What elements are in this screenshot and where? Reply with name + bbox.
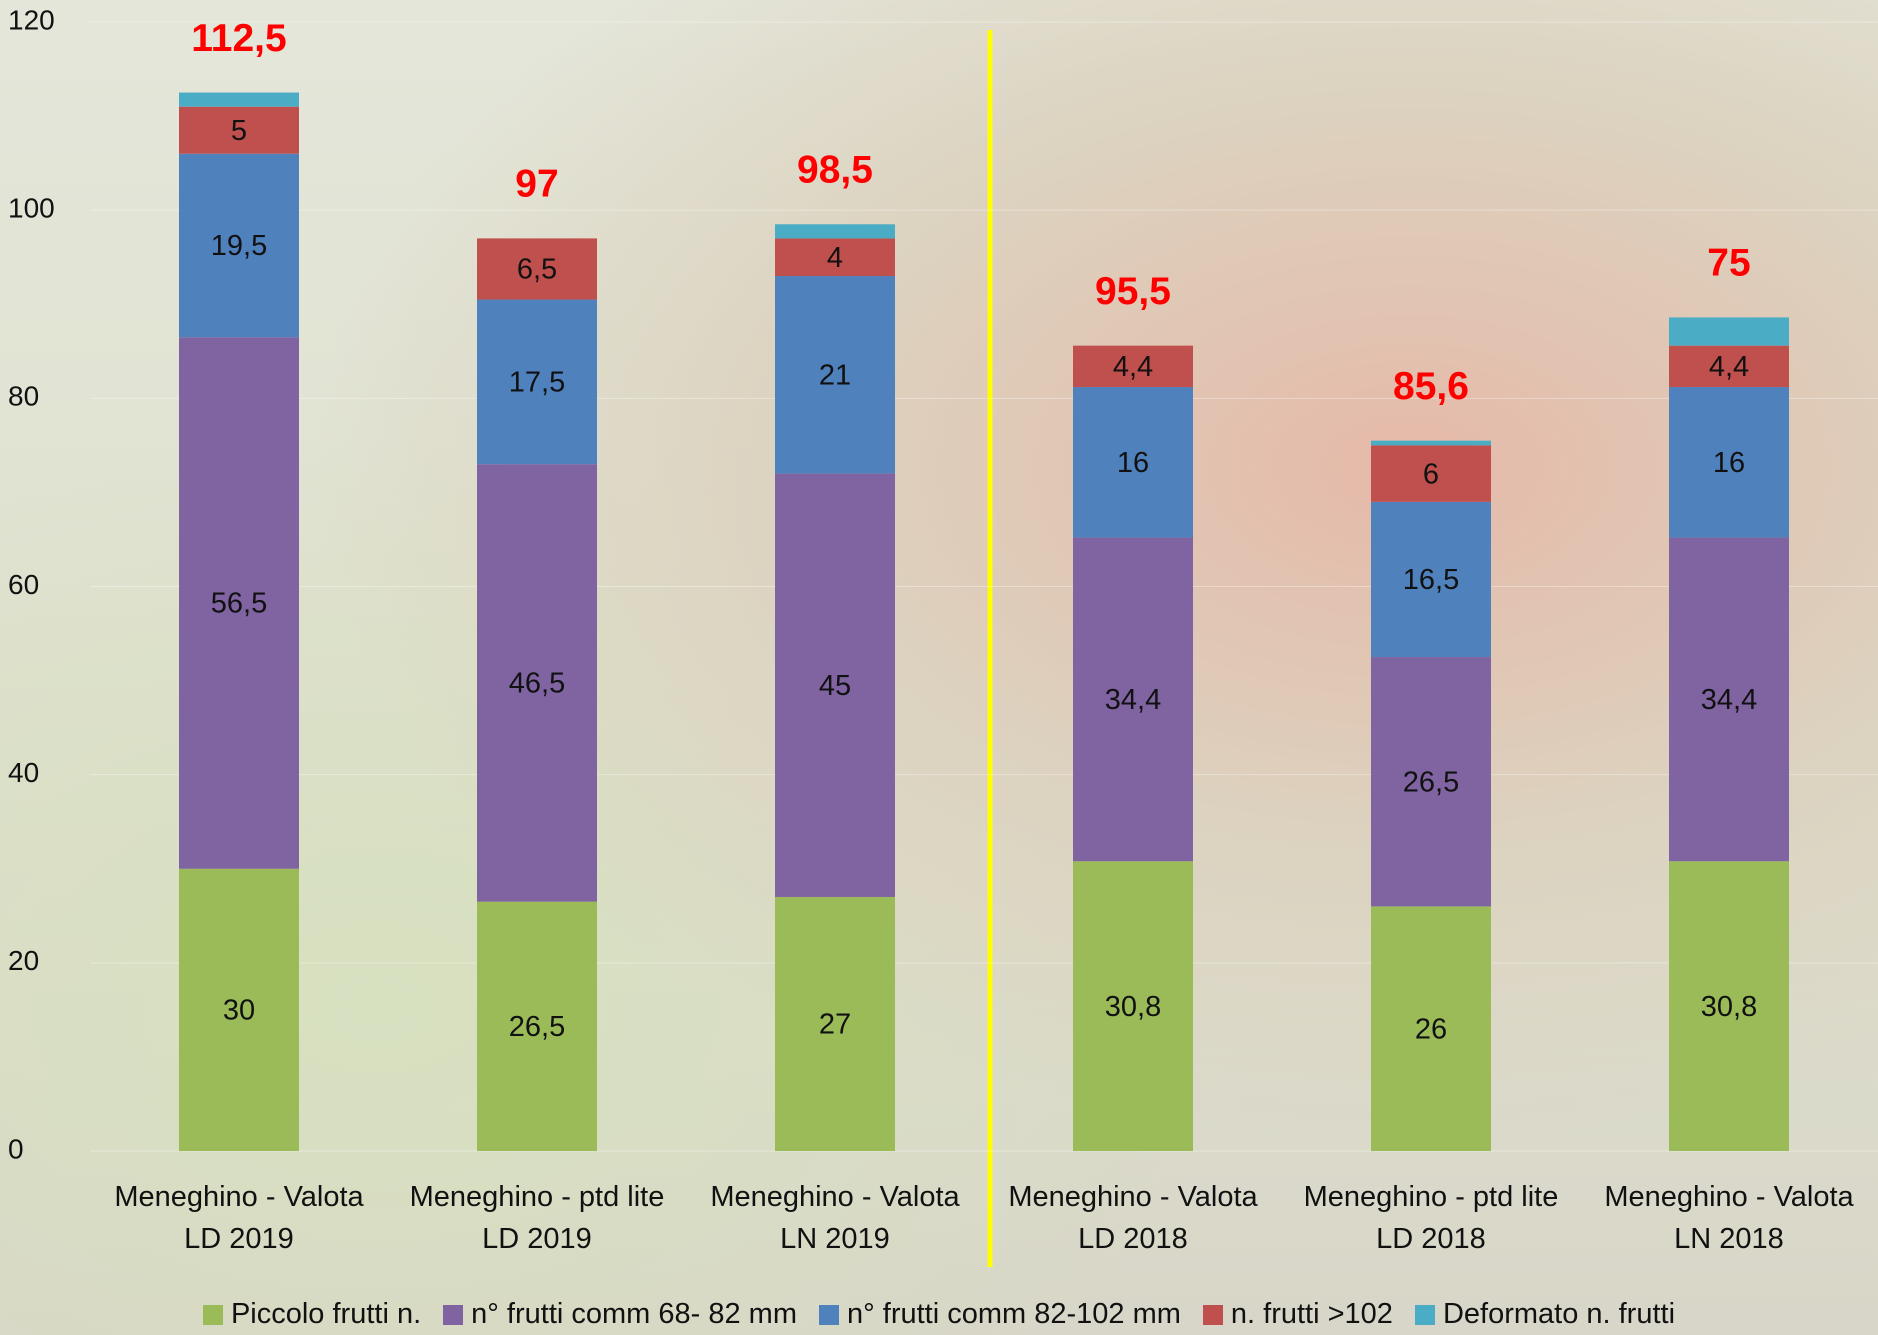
- segment-label: 30,8: [1105, 991, 1161, 1023]
- legend-item: n. frutti >102: [1202, 1298, 1393, 1331]
- segment-label: 34,4: [1701, 684, 1757, 716]
- legend: Piccolo frutti n. n° frutti comm 68- 82 m…: [0, 1298, 1878, 1331]
- y-tick-label: 40: [8, 757, 39, 788]
- bar-segment: [477, 901, 597, 1151]
- segment-label: 30: [223, 995, 255, 1027]
- legend-swatch: [1414, 1304, 1435, 1325]
- bar-segment: [1371, 440, 1491, 446]
- y-tick-label: 80: [8, 381, 39, 412]
- legend-item: n° frutti comm 68- 82 mm: [443, 1298, 797, 1331]
- bar-segment: [179, 868, 299, 1151]
- segment-label: 6: [1423, 458, 1439, 490]
- bar-segment: [775, 473, 895, 897]
- segment-label: 16: [1713, 447, 1745, 479]
- bar-segment: [775, 224, 895, 239]
- segment-label: 16,5: [1403, 564, 1459, 596]
- bar-segment: [179, 337, 299, 869]
- segment-label: 21: [819, 359, 851, 391]
- total-label: 98,5: [797, 149, 873, 192]
- total-label: 75: [1707, 242, 1750, 285]
- x-tick-label: Meneghino - ptd lite LD 2018: [1303, 1181, 1559, 1255]
- bar-segment: [775, 276, 895, 474]
- segment-label: 19,5: [211, 230, 267, 262]
- bar-segment: [1371, 445, 1491, 502]
- y-tick-label: 100: [8, 193, 55, 224]
- bar-segment: [775, 238, 895, 277]
- legend-swatch: [202, 1304, 223, 1325]
- segment-label: 17,5: [509, 367, 565, 399]
- total-label: 85,6: [1393, 365, 1469, 408]
- total-label: 95,5: [1095, 270, 1171, 313]
- bar-segment: [1073, 537, 1193, 862]
- x-tick-label: Meneghino - Valota LD 2019: [114, 1181, 364, 1255]
- bar-segment: [1371, 501, 1491, 658]
- legend-label: Piccolo frutti n.: [230, 1298, 422, 1330]
- segment-label: 46,5: [509, 668, 565, 700]
- segment-label: 4,4: [1113, 351, 1153, 383]
- legend-item: n° frutti comm 82-102 mm: [818, 1298, 1181, 1331]
- bar-segment: [1669, 387, 1789, 538]
- legend-label: n. frutti >102: [1230, 1298, 1393, 1330]
- segment-label: 26: [1415, 1013, 1447, 1045]
- bar-segment: [775, 896, 895, 1151]
- y-tick-label: 120: [8, 4, 55, 35]
- bar-segment: [179, 153, 299, 338]
- segment-label: 5: [231, 115, 247, 147]
- segment-label: 4,4: [1709, 351, 1749, 383]
- bar-segment: [1669, 317, 1789, 346]
- bar-segment: [179, 92, 299, 107]
- bar-segment: [179, 106, 299, 154]
- legend-item: Piccolo frutti n.: [202, 1298, 422, 1331]
- legend-label: Deformato n. frutti: [1442, 1298, 1676, 1330]
- x-tick-label: Meneghino - Valota LD 2018: [1008, 1181, 1258, 1255]
- bar-segment: [1669, 861, 1789, 1151]
- x-tick-label: Meneghino - Valota LN 2019: [710, 1181, 960, 1255]
- legend-swatch: [443, 1304, 464, 1325]
- bar-segment: [1669, 345, 1789, 388]
- x-tick-label: Meneghino - Valota LN 2018: [1604, 1181, 1854, 1255]
- segment-label: 56,5: [211, 588, 267, 620]
- legend-label: n° frutti comm 68- 82 mm: [471, 1298, 797, 1330]
- bar-segment: [1371, 906, 1491, 1151]
- legend-swatch: [1202, 1304, 1223, 1325]
- bar-segment: [477, 464, 597, 902]
- segment-label: 16: [1117, 447, 1149, 479]
- segment-label: 45: [819, 670, 851, 702]
- segment-label: 26,5: [1403, 766, 1459, 798]
- segment-label: 34,4: [1105, 684, 1161, 716]
- segment-label: 30,8: [1701, 991, 1757, 1023]
- total-label: 97: [515, 163, 558, 206]
- legend-swatch: [818, 1304, 839, 1325]
- bar-segment: [1073, 387, 1193, 538]
- y-tick-label: 20: [8, 945, 39, 976]
- segment-label: 4: [827, 242, 843, 274]
- total-label: 112,5: [191, 17, 286, 60]
- legend-item: Deformato n. frutti: [1414, 1298, 1676, 1331]
- bar-segment: [477, 238, 597, 300]
- y-tick-label: 0: [8, 1133, 24, 1164]
- bar-segment: [477, 299, 597, 465]
- segment-label: 27: [819, 1009, 851, 1041]
- x-tick-label: Meneghino - ptd lite LD 2019: [409, 1181, 665, 1255]
- bar-segment: [1371, 657, 1491, 907]
- legend-label: n° frutti comm 82-102 mm: [846, 1298, 1181, 1330]
- segment-label: 26,5: [509, 1011, 565, 1043]
- bar-segment: [1073, 345, 1193, 388]
- bar-segment: [1073, 861, 1193, 1151]
- bar-segment: [1669, 537, 1789, 862]
- segment-label: 6,5: [517, 254, 557, 286]
- y-tick-label: 60: [8, 569, 39, 600]
